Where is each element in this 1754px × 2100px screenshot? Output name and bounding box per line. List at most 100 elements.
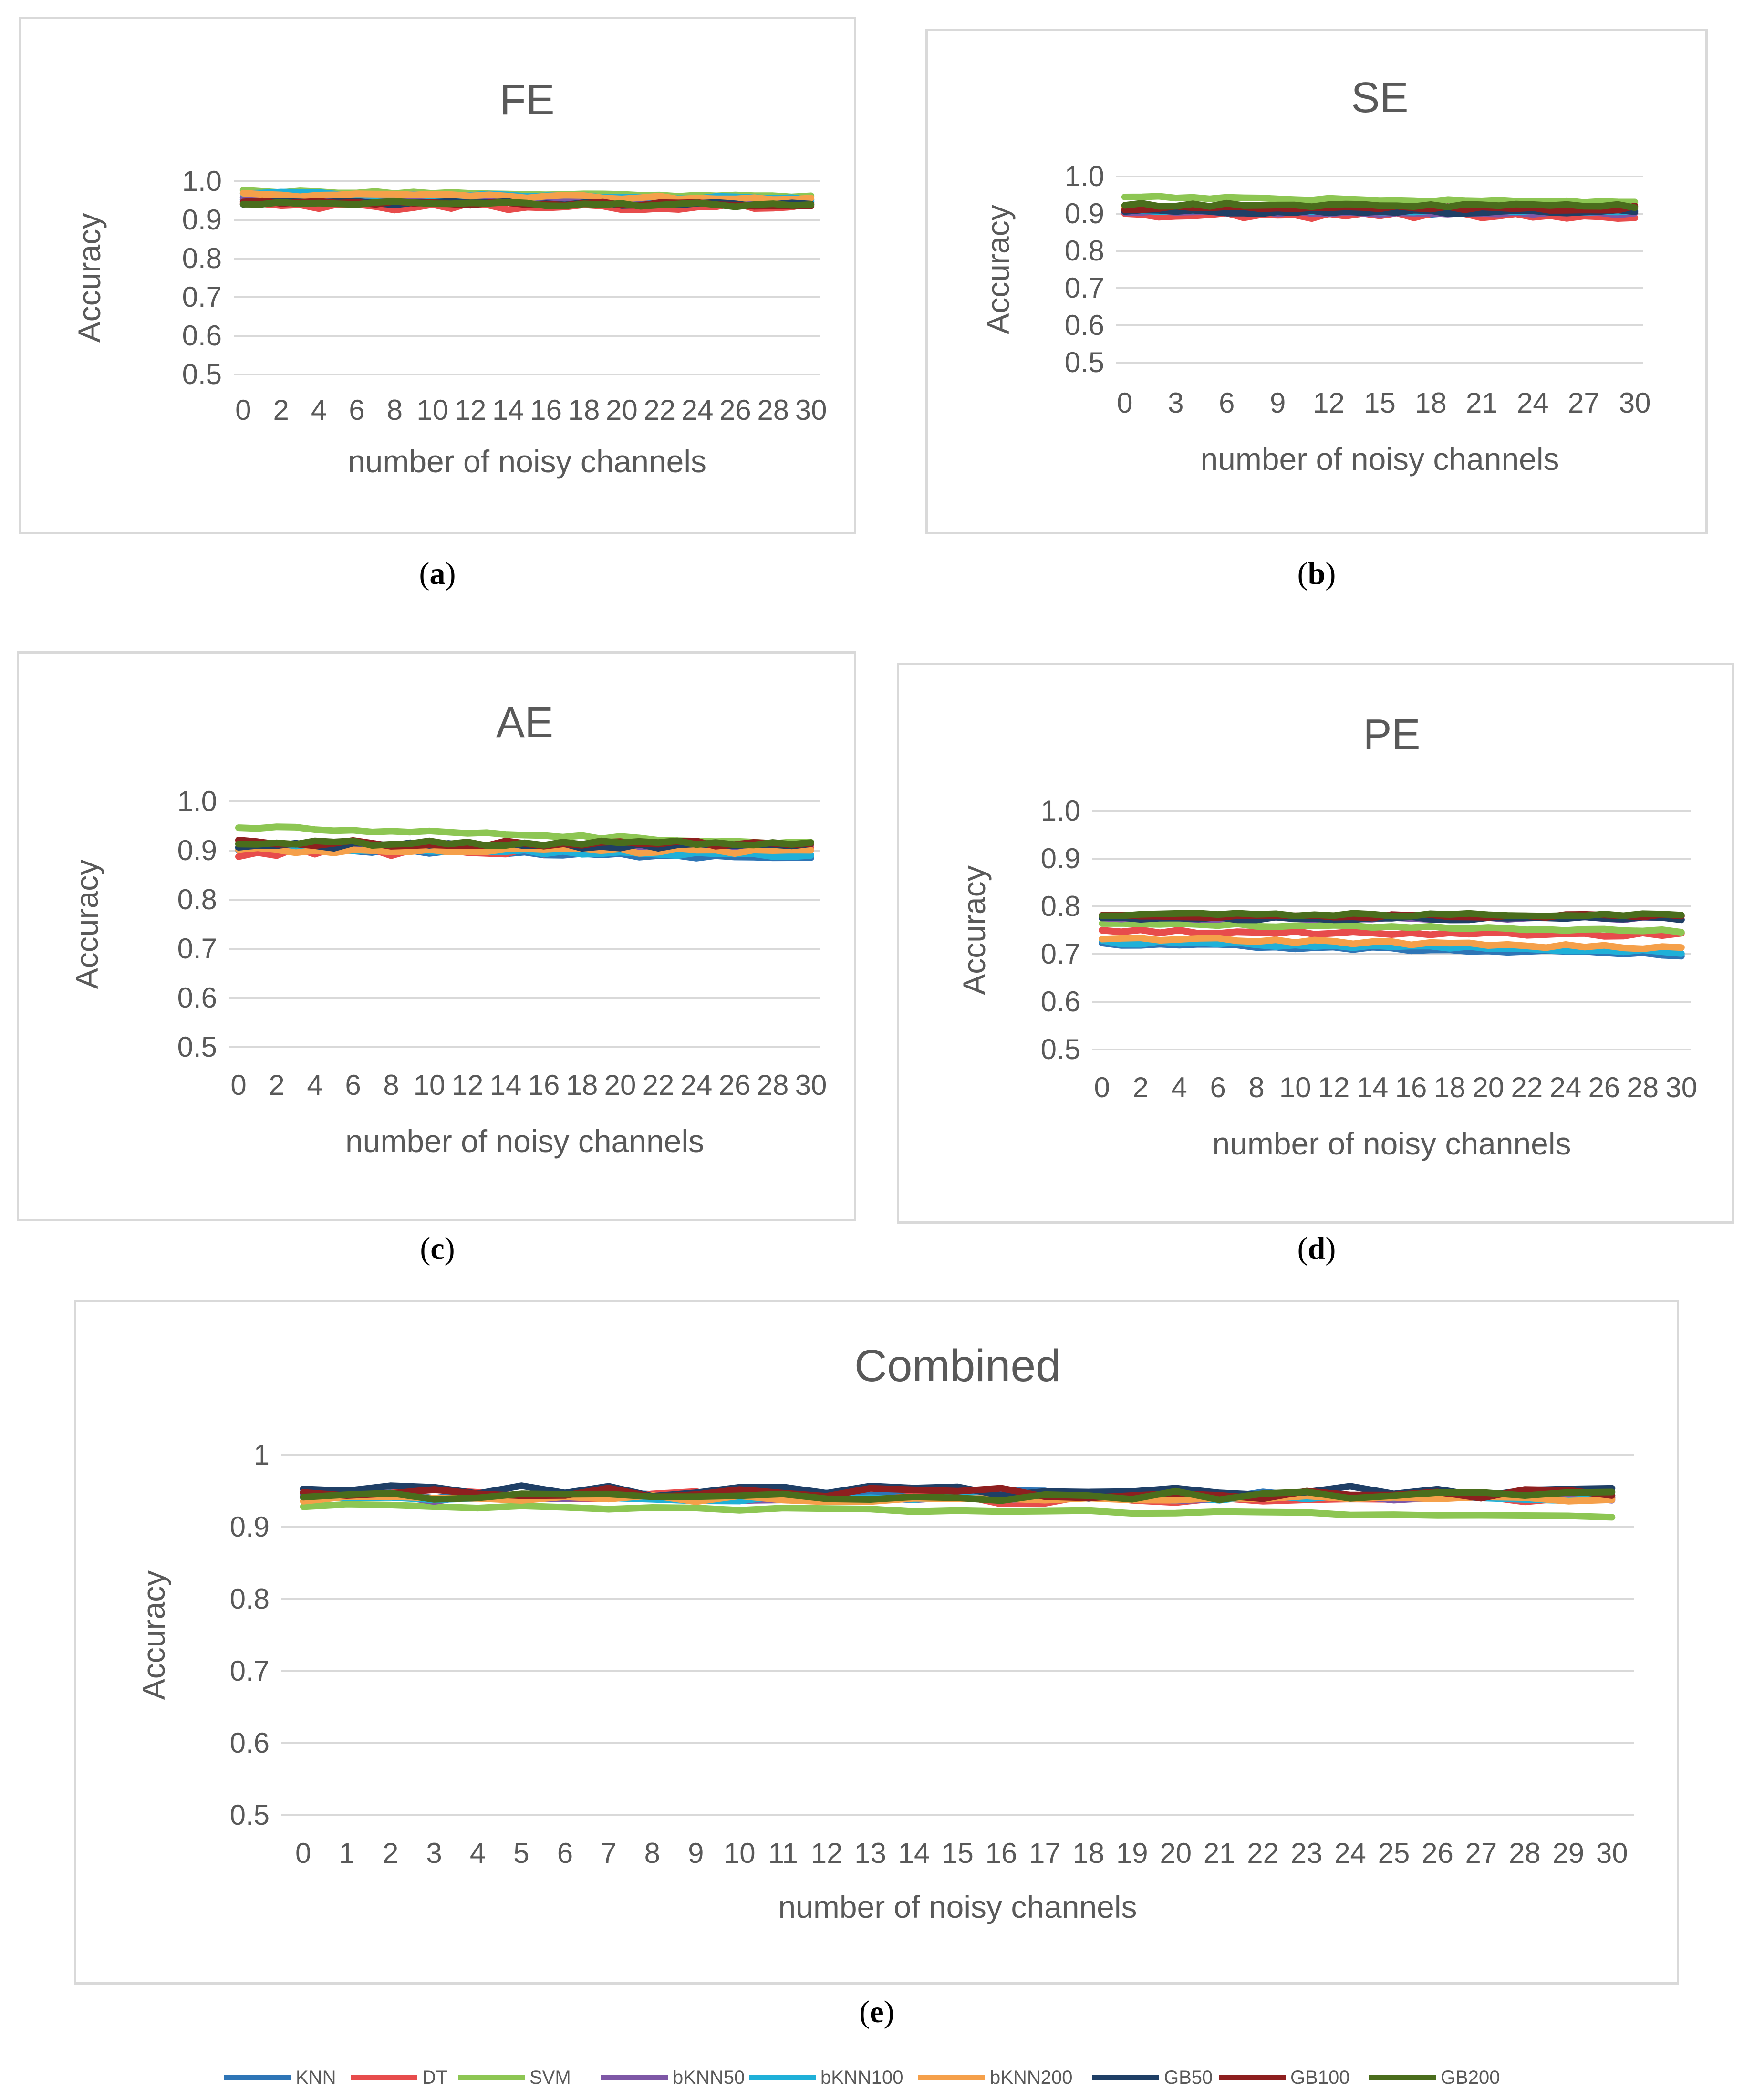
legend-item-gb200: GB200 — [1369, 2061, 1500, 2094]
y-tick-label: 0.5 — [1041, 1033, 1080, 1065]
x-tick-label: 26 — [719, 394, 751, 426]
x-tick-label: 8 — [383, 1069, 399, 1101]
x-axis-label: number of noisy channels — [348, 444, 706, 479]
legend-item-bknn100: bKNN100 — [749, 2061, 903, 2094]
legend-swatch — [601, 2075, 668, 2080]
x-tick-label: 0 — [295, 1837, 311, 1869]
y-tick-label: 0.8 — [177, 884, 217, 915]
x-tick-label: 30 — [1596, 1837, 1628, 1869]
y-tick-label: 1 — [254, 1439, 270, 1471]
x-tick-label: 13 — [854, 1837, 886, 1869]
x-tick-label: 18 — [1072, 1837, 1104, 1869]
x-tick-label: 5 — [513, 1837, 529, 1869]
legend-item-bknn50: bKNN50 — [601, 2061, 745, 2094]
x-tick-label: 24 — [681, 1069, 713, 1101]
x-tick-label: 21 — [1204, 1837, 1235, 1869]
y-tick-label: 0.7 — [230, 1655, 270, 1687]
x-tick-label: 30 — [1665, 1071, 1697, 1103]
x-tick-label: 3 — [426, 1837, 442, 1869]
x-tick-label: 29 — [1552, 1837, 1584, 1869]
x-tick-label: 22 — [643, 1069, 675, 1101]
x-tick-label: 19 — [1116, 1837, 1148, 1869]
x-tick-label: 10 — [416, 394, 448, 426]
series-line-dt — [1099, 926, 1685, 940]
x-tick-label: 18 — [566, 1069, 598, 1101]
x-tick-label: 30 — [795, 1069, 827, 1101]
x-tick-label: 2 — [273, 394, 289, 426]
x-tick-label: 25 — [1378, 1837, 1410, 1869]
series-line-svm — [300, 1501, 1616, 1521]
chart-title: FE — [499, 76, 554, 124]
y-tick-label: 0.8 — [182, 242, 222, 274]
chart-panel-fe: FE 0.5 0.6 0.7 0.8 0.9 1.0 0 2 4 6 8 10 12 14 16 18 20 22 2… — [19, 17, 856, 534]
y-tick-label: 0.7 — [182, 281, 222, 313]
x-tick-label: 20 — [606, 394, 638, 426]
x-axis-label: number of noisy channels — [345, 1123, 704, 1159]
x-tick-label: 28 — [757, 1069, 789, 1101]
y-tick-label: 0.7 — [1041, 938, 1080, 970]
legend-item-dt: DT — [351, 2061, 447, 2094]
y-tick-label: 0.6 — [230, 1727, 270, 1759]
y-tick-label: 0.8 — [1065, 235, 1104, 267]
series-line-svm — [1121, 193, 1639, 206]
y-tick-label: 0.9 — [1041, 842, 1080, 874]
series-line-bknn200 — [1099, 935, 1685, 952]
x-tick-label: 14 — [490, 1069, 522, 1101]
legend-swatch — [918, 2075, 985, 2080]
x-tick-label: 1 — [339, 1837, 354, 1869]
y-tick-label: 0.5 — [1065, 346, 1104, 378]
series-line-gb200 — [1121, 199, 1639, 211]
legend-label: DT — [422, 2067, 448, 2088]
x-tick-label: 6 — [557, 1837, 573, 1869]
y-axis-label: Accuracy — [136, 1570, 171, 1700]
y-tick-label: 0.9 — [182, 204, 222, 236]
x-tick-label: 12 — [1318, 1071, 1350, 1103]
x-tick-label: 10 — [414, 1069, 446, 1101]
x-tick-label: 6 — [345, 1069, 361, 1101]
x-tick-label: 17 — [1029, 1837, 1061, 1869]
x-tick-label: 23 — [1291, 1837, 1323, 1869]
y-tick-label: 0.9 — [177, 834, 217, 866]
x-tick-label: 30 — [795, 394, 827, 426]
chart-title: AE — [496, 699, 553, 747]
x-tick-label: 22 — [1511, 1071, 1543, 1103]
y-tick-label: 1.0 — [1065, 160, 1104, 192]
chart-pe: PE0.50.60.70.80.91.00 2 4 6 8 10 12 14 16 18 20 22 2… — [956, 711, 1697, 1161]
series-line-gb200 — [235, 837, 814, 849]
y-tick-label: 1.0 — [182, 165, 222, 197]
x-tick-label: 4 — [1171, 1071, 1187, 1103]
chart-panel-se: SE 0.5 0.6 0.7 0.8 0.9 1.0 0 3 6 9 12 15 18 21 24 27 30 nu… — [925, 29, 1708, 534]
chart-title: Combined — [854, 1341, 1061, 1391]
legend-swatch — [1092, 2075, 1159, 2080]
x-tick-label: 12 — [452, 1069, 484, 1101]
x-tick-label: 18 — [568, 394, 600, 426]
x-tick-label: 2 — [1133, 1071, 1149, 1103]
x-tick-label: 4 — [311, 394, 327, 426]
y-tick-label: 0.6 — [177, 982, 217, 1014]
y-tick-label: 0.7 — [177, 933, 217, 965]
x-tick-label: 0 — [235, 394, 251, 426]
x-tick-label: 6 — [349, 394, 364, 426]
y-tick-label: 0.6 — [182, 320, 222, 352]
x-tick-label: 6 — [1210, 1071, 1225, 1103]
chart-fe: FE0.50.60.70.80.91.00 2 4 6 8 10 12 14 16 18 20 22 2… — [72, 76, 827, 479]
series-line-bknn100 — [1099, 937, 1685, 957]
x-tick-label: 24 — [1549, 1071, 1581, 1103]
legend-swatch — [224, 2075, 291, 2080]
legend-label: bKNN50 — [673, 2067, 745, 2088]
x-tick-label: 6 — [1219, 387, 1235, 419]
x-tick-label: 14 — [1357, 1071, 1389, 1103]
x-tick-label: 28 — [1627, 1071, 1659, 1103]
legend-item-gb50: GB50 — [1092, 2061, 1213, 2094]
x-tick-label: 22 — [1247, 1837, 1279, 1869]
legend-label: GB200 — [1441, 2067, 1500, 2088]
x-tick-label: 15 — [942, 1837, 974, 1869]
legend-swatch — [458, 2075, 525, 2080]
series-line-gb200 — [300, 1487, 1616, 1504]
x-tick-label: 15 — [1364, 387, 1396, 419]
x-tick-label: 21 — [1466, 387, 1498, 419]
x-tick-label: 10 — [1279, 1071, 1311, 1103]
x-tick-label: 18 — [1434, 1071, 1466, 1103]
caption-a: (a) — [419, 556, 456, 591]
y-tick-label: 0.6 — [1065, 309, 1104, 341]
